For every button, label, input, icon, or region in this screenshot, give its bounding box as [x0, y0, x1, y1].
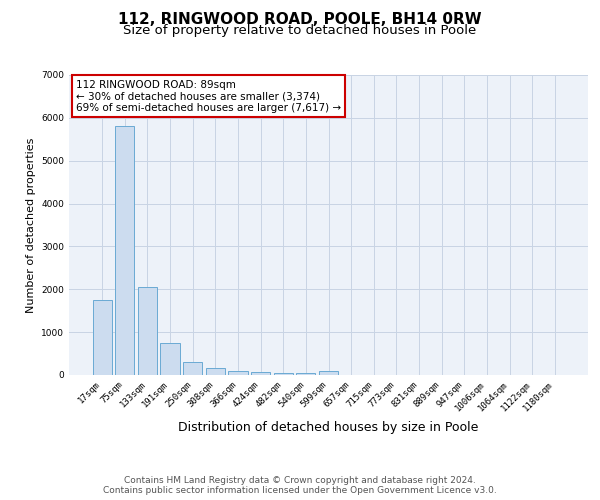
Text: 112, RINGWOOD ROAD, POOLE, BH14 0RW: 112, RINGWOOD ROAD, POOLE, BH14 0RW: [118, 12, 482, 28]
Text: Contains HM Land Registry data © Crown copyright and database right 2024.
Contai: Contains HM Land Registry data © Crown c…: [103, 476, 497, 495]
Bar: [206, 368, 225, 375]
Bar: [251, 372, 270, 375]
Bar: [229, 371, 248, 375]
Bar: [274, 373, 293, 375]
Y-axis label: Number of detached properties: Number of detached properties: [26, 138, 35, 312]
Bar: [160, 343, 180, 375]
Bar: [319, 371, 338, 375]
Bar: [138, 287, 157, 375]
X-axis label: Distribution of detached houses by size in Poole: Distribution of detached houses by size …: [178, 421, 479, 434]
Bar: [296, 374, 316, 375]
Bar: [183, 362, 202, 375]
Bar: [115, 126, 134, 375]
Text: Size of property relative to detached houses in Poole: Size of property relative to detached ho…: [124, 24, 476, 37]
Bar: [92, 300, 112, 375]
Text: 112 RINGWOOD ROAD: 89sqm
← 30% of detached houses are smaller (3,374)
69% of sem: 112 RINGWOOD ROAD: 89sqm ← 30% of detach…: [76, 80, 341, 112]
